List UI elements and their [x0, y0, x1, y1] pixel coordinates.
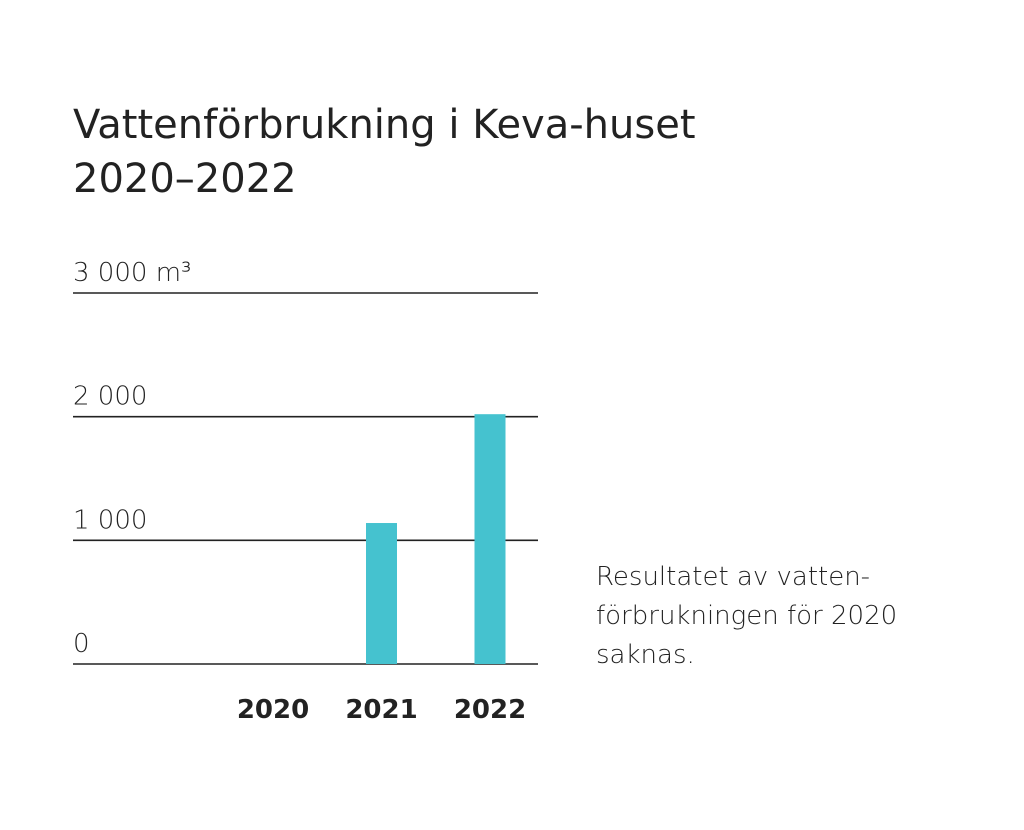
x-tick-label: 2020 [237, 695, 309, 725]
y-tick-label: 3 000 m³ [73, 258, 191, 288]
x-tick-label: 2021 [345, 695, 417, 725]
chart-title: 2020–2022 [73, 156, 297, 202]
bar [474, 414, 506, 664]
y-tick-label: 2 000 [73, 382, 147, 412]
y-tick-label: 0 [73, 629, 90, 659]
chart-title: Vattenförbrukning i Keva-huset [73, 102, 696, 148]
annotation: Resultatet av vatten- [596, 562, 870, 592]
x-tick-label: 2022 [454, 695, 526, 725]
annotation: saknas. [596, 640, 695, 670]
annotation: förbrukningen för 2020 [596, 601, 897, 631]
y-tick-label: 1 000 [73, 505, 147, 535]
bar [366, 523, 397, 664]
